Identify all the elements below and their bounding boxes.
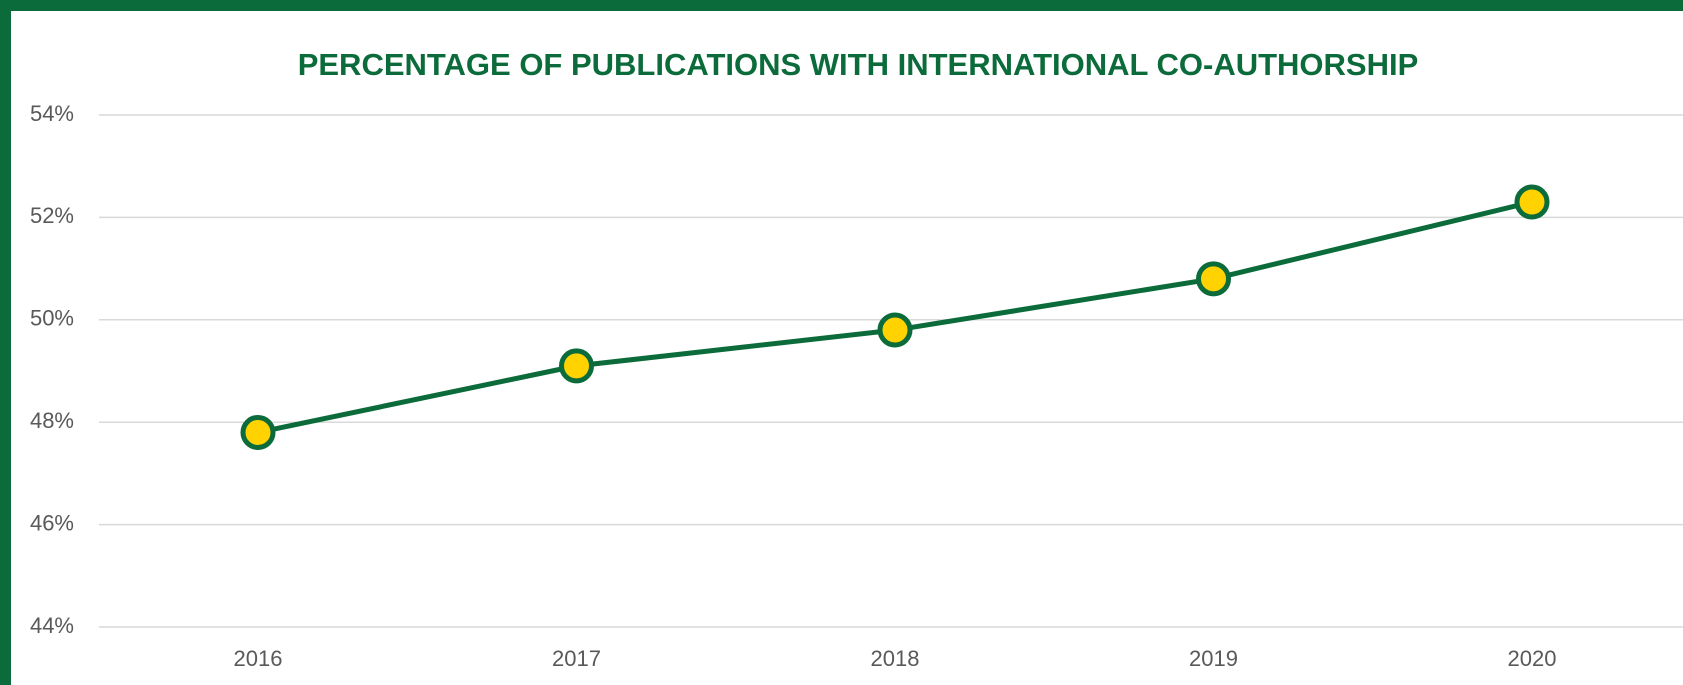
marker — [877, 312, 913, 348]
marker — [1514, 184, 1550, 220]
x-tick-label: 2017 — [552, 646, 601, 671]
chart-title: PERCENTAGE OF PUBLICATIONS WITH INTERNAT… — [298, 47, 1419, 82]
y-tick-label: 48% — [30, 408, 74, 433]
y-tick-label: 54% — [30, 101, 74, 126]
frame — [11, 11, 1683, 685]
y-tick-label: 44% — [30, 613, 74, 638]
x-tick-label: 2016 — [234, 646, 283, 671]
y-tick-label: 46% — [30, 510, 74, 535]
marker — [559, 348, 594, 384]
x-tick-label: 2020 — [1508, 646, 1557, 671]
marker — [240, 414, 276, 450]
marker — [1196, 261, 1231, 297]
x-tick-label: 2019 — [1189, 646, 1238, 671]
y-tick-label: 50% — [30, 306, 74, 331]
x-tick-label: 2018 — [871, 646, 920, 671]
y-tick-label: 52% — [30, 203, 74, 228]
